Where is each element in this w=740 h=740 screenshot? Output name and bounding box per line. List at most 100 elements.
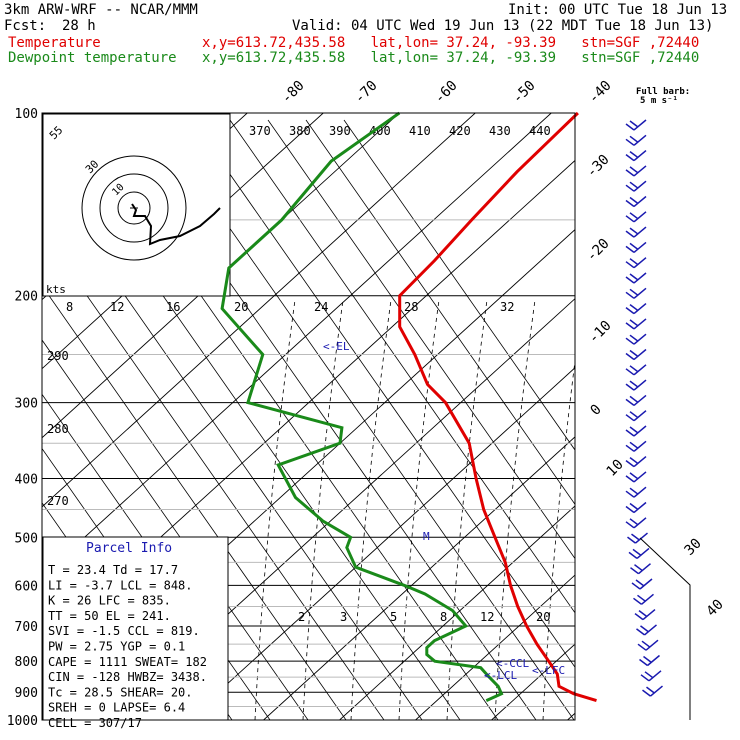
wind-barb-staff [633, 364, 647, 376]
isotherm-right-label: 10 [604, 457, 627, 480]
wind-barb-flag [629, 411, 639, 419]
wind-barb-flag [640, 674, 650, 682]
wind-barb-flag [625, 398, 635, 406]
isotherm-top-label: -40 [586, 78, 615, 107]
isotherm-line [42, 113, 552, 577]
wind-barb-staff [633, 486, 647, 498]
forecast-label: Fcst: [4, 18, 47, 34]
wind-barb-flag [629, 319, 639, 327]
wind-barb-flag [625, 368, 635, 376]
isotherm-line [567, 712, 575, 720]
wind-barb-flag [638, 609, 648, 618]
theta-label: 430 [489, 124, 511, 138]
mixing-ratio-line [446, 299, 488, 720]
temperature-trace [398, 111, 597, 703]
isotherm-line [42, 113, 476, 508]
isotherm-right-label: -30 [584, 152, 613, 181]
barb-frame-line [639, 537, 691, 720]
wind-barb-staff [644, 624, 657, 636]
isotherm-line [339, 505, 575, 720]
wind-barb-flag [632, 548, 642, 557]
pressure-label-800: 800 [15, 655, 38, 670]
wind-barb-staff [642, 609, 656, 621]
parcel-info-row: Tc = 28.5 SHEAR= 20. [48, 685, 193, 699]
wind-barb-flag [629, 273, 639, 281]
mixing-ratio-label-top: 16 [166, 300, 180, 314]
parcel-info-row: SREH = 0 LAPSE= 6.4 [48, 701, 185, 715]
hodograph-ring-outer [81, 155, 187, 261]
mixing-ratio-line [398, 299, 440, 720]
wind-barb-staff [645, 639, 659, 651]
forecast-hours: 28 h [62, 18, 96, 34]
wind-barb-staff [633, 165, 647, 177]
isotherm-line [263, 436, 575, 720]
wind-barb-flag [625, 322, 635, 330]
pressure-label-400: 400 [15, 472, 38, 487]
wind-barb-staff [633, 241, 647, 253]
mixing-ratio-label-low: 3 [340, 610, 347, 624]
wind-barb-flag [625, 352, 635, 361]
wind-barb-flag [625, 199, 635, 208]
theta-label: 400 [369, 124, 391, 138]
isotherm-line [187, 367, 575, 720]
wind-barb-flag [629, 196, 639, 205]
mixing-ratio-label-top: 8 [66, 300, 73, 314]
theta-left-label: 270 [47, 494, 69, 508]
wind-barb-staff [647, 654, 660, 667]
wind-barb-staff [633, 226, 647, 238]
theta-labels: 370 380 390 400 410 420 430 440 290 280 270 [47, 124, 551, 508]
wind-barb-flag [641, 640, 651, 648]
isotherm-right-label: -20 [584, 236, 613, 265]
wind-barb-flag [627, 536, 636, 544]
hodograph-ring-inner [117, 191, 151, 225]
wind-barb-flag [629, 288, 639, 296]
wind-barb-flag [625, 460, 635, 468]
mixing-ratio-label-low: 12 [480, 610, 494, 624]
isotherm-top-label: -70 [352, 78, 381, 107]
mixing-ratio-lines [254, 299, 575, 720]
barb-legend-unit: 5 m s⁻¹ [640, 96, 678, 106]
theta-label: 410 [409, 124, 431, 138]
dry-adiabat-line [191, 119, 575, 668]
isotherm-line [415, 574, 575, 720]
barb-legend-title: Full barb: [636, 87, 690, 97]
wind-barb-staff [639, 578, 653, 590]
wind-barb-flag [625, 383, 635, 391]
wind-barb-staff [633, 272, 647, 284]
dry-adiabat-line [0, 120, 4, 720]
model-title: 3km ARW-WRF -- NCAR/MMM [4, 2, 198, 18]
isotherm-top-label: -60 [432, 78, 461, 107]
wind-barb-flag [636, 628, 645, 636]
parcel-info-row: PW = 2.75 YGP = 0.1 [48, 640, 185, 654]
wind-barb-flag [629, 242, 639, 250]
isotherm-top-label: -80 [279, 78, 308, 107]
wind-barb-flag [630, 567, 639, 575]
wind-barb-staff [633, 501, 647, 514]
wind-barb-flag [625, 521, 635, 529]
wind-barb-flag [625, 184, 635, 192]
wind-barb-flag [625, 245, 635, 253]
wind-barb-flag [625, 429, 635, 437]
mixing-ratio-label-top: 12 [110, 300, 124, 314]
wind-barb-staff [633, 318, 647, 330]
dry-adiabat-line [343, 119, 575, 451]
wind-barb-staff [633, 134, 647, 146]
wind-barb-flag [637, 594, 646, 602]
wind-barb-flag [625, 414, 635, 422]
theta-left-label: 290 [47, 349, 69, 363]
pressure-label-600: 600 [15, 579, 38, 594]
wind-barb-staff [633, 348, 647, 361]
wind-barb-staff [633, 394, 647, 406]
valid-time: Valid: 04 UTC Wed 19 Jun 13 (22 MDT Tue … [292, 18, 714, 34]
isotherm-right-label: 0 [588, 402, 605, 419]
dry-adiabat-line [42, 285, 347, 720]
wind-barb-flag [629, 441, 639, 449]
wind-barb-staff [633, 211, 647, 223]
wind-barb-flag [633, 597, 642, 605]
wind-barb-flag [629, 380, 639, 388]
lcl-marker: <-LCL [484, 669, 517, 682]
wind-barb-staff [633, 379, 647, 391]
wind-barb-flag [629, 349, 639, 358]
wind-barb-flag [637, 643, 647, 651]
